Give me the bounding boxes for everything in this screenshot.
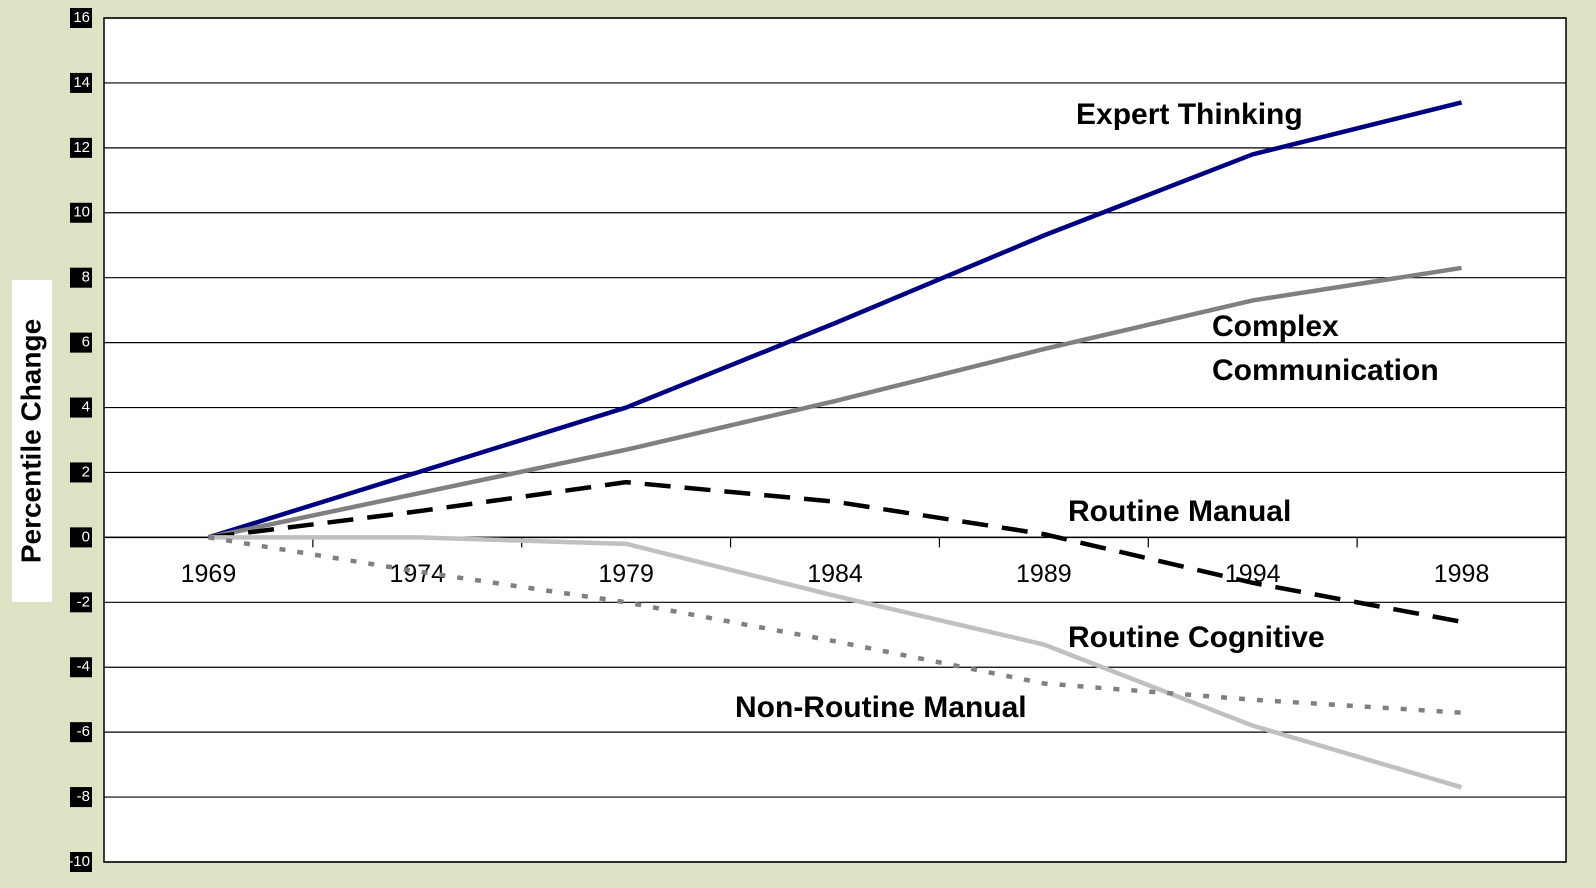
y-tick-box: [70, 332, 92, 353]
x-tick-label: 1984: [807, 560, 863, 588]
y-tick-label: 4: [82, 399, 90, 416]
y-tick-label: 2: [82, 463, 90, 480]
y-tick-label: -2: [77, 593, 90, 610]
x-tick-label: 1998: [1434, 560, 1490, 588]
x-tick-label: 1974: [389, 560, 445, 588]
y-tick-label: 14: [73, 74, 90, 91]
y-axis-label: Percentile Change: [15, 319, 46, 563]
plot-area: [103, 17, 1567, 863]
y-tick-label: 0: [82, 528, 90, 545]
y-tick-box: [70, 657, 92, 678]
y-tick-label: -8: [77, 788, 90, 805]
y-tick-box: [70, 527, 92, 548]
y-label-box: [12, 280, 52, 602]
line-series: [208, 535, 1462, 715]
y-tick-label: 16: [73, 9, 90, 26]
series-label: Expert Thinking: [1076, 98, 1303, 131]
line-series: [207, 265, 1462, 540]
y-tick-box: [70, 787, 92, 808]
y-tick-label: 10: [73, 204, 90, 221]
y-tick-box: [70, 8, 92, 28]
y-tick-label: -10: [68, 853, 90, 870]
x-tick-label: 1969: [181, 560, 237, 588]
series-label: Routine Cognitive: [1068, 621, 1325, 654]
y-tick-label: 12: [73, 139, 90, 156]
y-tick-box: [70, 852, 92, 872]
y-tick-box: [70, 592, 92, 613]
y-tick-box: [70, 267, 92, 288]
y-tick-box: [70, 72, 92, 93]
y-tick-box: [70, 722, 92, 743]
line-series: [208, 535, 1463, 790]
x-tick-label: 1979: [598, 560, 654, 588]
line-series: [207, 100, 1463, 540]
y-tick-box: [70, 202, 92, 223]
y-tick-box: [70, 462, 92, 483]
series-label: Routine Manual: [1068, 495, 1292, 528]
series-label: Complex Communication: [1212, 310, 1439, 387]
x-tick-label: 1989: [1016, 560, 1072, 588]
y-tick-label: -4: [77, 658, 90, 675]
y-tick-box: [70, 397, 92, 418]
y-tick-label: -6: [77, 723, 90, 740]
y-tick-label: 8: [82, 269, 90, 286]
y-tick-box: [70, 137, 92, 158]
line-series: [208, 479, 1462, 624]
series-label: Non-Routine Manual: [735, 691, 1027, 724]
y-tick-label: 6: [82, 334, 90, 351]
